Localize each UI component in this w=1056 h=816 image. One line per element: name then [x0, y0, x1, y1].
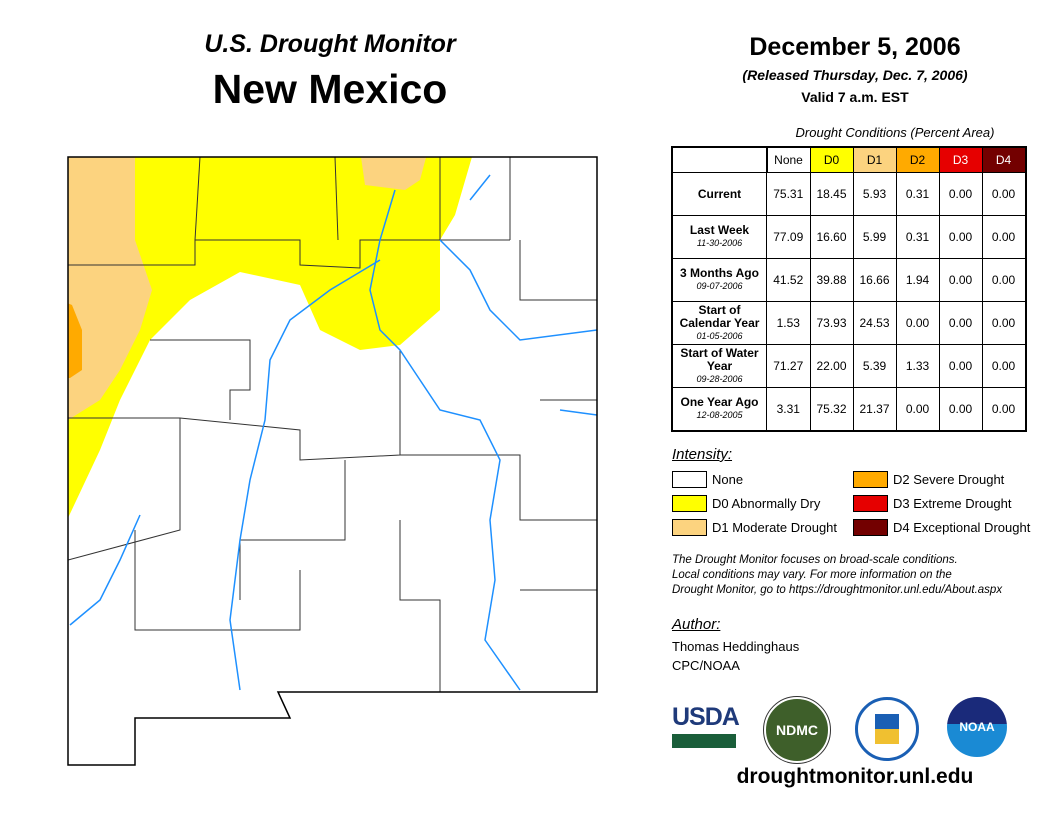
d0-area: [68, 157, 474, 535]
state-title: New Mexico: [212, 66, 448, 112]
table-cell: 73.93: [809, 301, 854, 345]
table-cell: 0.00: [938, 344, 983, 388]
table-cell: 24.53: [852, 301, 897, 345]
table-row: 3 Months Ago 09-07-2006 41.52 39.88 16.66 1.9…: [671, 258, 1026, 302]
row-date: 11-30-2006: [696, 238, 743, 248]
table-cell: 0.00: [938, 258, 983, 302]
table-cell: 0.00: [981, 301, 1026, 345]
table-cell: 21.37: [852, 387, 897, 432]
table-cell: 0.31: [895, 215, 940, 259]
map-date: December 5, 2006: [749, 33, 961, 61]
legend-swatch: [672, 471, 707, 488]
col-none: None: [766, 146, 811, 173]
row-label: Start of Water Year 09-28-2006: [671, 344, 767, 388]
table-cell: 0.00: [981, 387, 1026, 432]
table-cell: 71.27: [766, 344, 811, 388]
table-cell: 75.31: [766, 172, 811, 216]
county-lines: [68, 157, 597, 692]
table-cell: 3.31: [766, 387, 811, 432]
table-cell: 0.00: [938, 387, 983, 432]
table-caption: Drought Conditions (Percent Area): [795, 125, 995, 140]
legend-swatch: [672, 495, 707, 512]
table-cell: 5.39: [852, 344, 897, 388]
table-cell: 5.99: [852, 215, 897, 259]
table-cell: 0.00: [981, 215, 1026, 259]
author-org: CPC/NOAA: [672, 658, 740, 673]
conditions-table: None D0 D1 D2 D3 D4 Current 75.31 18.45 5.9…: [671, 146, 1027, 432]
table-cell: 18.45: [809, 172, 854, 216]
table-cell: 0.00: [938, 301, 983, 345]
table-cell: 22.00: [809, 344, 854, 388]
table-cell: 5.93: [852, 172, 897, 216]
table-row: One Year Ago 12-08-2005 3.31 75.32 21.37 0.00…: [671, 387, 1026, 432]
legend-item: D2 Severe Drought: [853, 471, 1004, 488]
note-line: Drought Monitor, go to https://droughtmo…: [672, 584, 1003, 596]
rivers: [69, 174, 597, 691]
col-d0: D0: [809, 146, 854, 173]
col-d4: D4: [981, 146, 1026, 173]
d1-area: [68, 157, 152, 425]
legend-swatch: [853, 519, 888, 536]
monitor-title: U.S. Drought Monitor: [204, 30, 456, 58]
row-date: 09-07-2006: [696, 281, 743, 291]
legend-swatch: [853, 495, 888, 512]
usda-logo: USDA: [672, 703, 740, 748]
table-cell: 1.53: [766, 301, 811, 345]
table-cell: 41.52: [766, 258, 811, 302]
release-date: (Released Thursday, Dec. 7, 2006): [742, 67, 968, 83]
row-label: Last Week 11-30-2006: [671, 215, 767, 259]
table-row: Start of Water Year 09-28-2006 71.27 22.00 5…: [671, 344, 1026, 388]
col-d1: D1: [852, 146, 897, 173]
table-cell: 39.88: [809, 258, 854, 302]
legend-title: Intensity:: [672, 446, 733, 463]
legend-item: None: [672, 471, 743, 488]
legend-item: D3 Extreme Drought: [853, 495, 1012, 512]
author-title: Author:: [672, 616, 721, 633]
table-cell: 16.66: [852, 258, 897, 302]
col-d3: D3: [938, 146, 983, 173]
row-date: 01-05-2006: [696, 330, 743, 341]
row-date: 09-28-2006: [696, 373, 743, 384]
legend-item: D4 Exceptional Drought: [853, 519, 1030, 536]
col-d2: D2: [895, 146, 940, 173]
row-label: One Year Ago 12-08-2005: [671, 387, 767, 432]
legend-item: D0 Abnormally Dry: [672, 495, 820, 512]
website-link[interactable]: droughtmonitor.unl.edu: [736, 765, 974, 788]
commerce-seal-logo: [855, 697, 919, 761]
table-cell: 0.00: [938, 215, 983, 259]
drought-map: [67, 156, 598, 766]
table-cell: 0.00: [981, 172, 1026, 216]
ndmc-logo: NDMC: [763, 696, 831, 764]
table-cell: 16.60: [809, 215, 854, 259]
valid-time: Valid 7 a.m. EST: [801, 89, 909, 105]
row-label: 3 Months Ago 09-07-2006: [671, 258, 767, 302]
table-cell: 75.32: [809, 387, 854, 432]
legend-swatch: [672, 519, 707, 536]
table-cell: 0.00: [895, 387, 940, 432]
table-cell: 0.00: [981, 344, 1026, 388]
d1-area-north: [360, 157, 428, 190]
note-line: The Drought Monitor focuses on broad-sca…: [672, 554, 958, 566]
legend-swatch: [853, 471, 888, 488]
d2-area: [68, 300, 82, 378]
table-cell: 0.31: [895, 172, 940, 216]
table-cell: 77.09: [766, 215, 811, 259]
row-label: Start of Calendar Year 01-05-2006: [671, 301, 767, 345]
row-date: 12-08-2005: [696, 410, 743, 420]
row-label: Current: [671, 172, 767, 216]
table-cell: 0.00: [895, 301, 940, 345]
table-cell: 1.33: [895, 344, 940, 388]
table-cell: 1.94: [895, 258, 940, 302]
note: The Drought Monitor focuses on broad-sca…: [672, 553, 1002, 598]
table-cell: 0.00: [938, 172, 983, 216]
legend-item: D1 Moderate Drought: [672, 519, 837, 536]
state-outline: [67, 156, 598, 766]
table-row: Current 75.31 18.45 5.93 0.31 0.00 0.00: [671, 172, 1026, 216]
table-cell: 0.00: [981, 258, 1026, 302]
note-line: Local conditions may vary. For more info…: [672, 569, 952, 581]
table-row: Last Week 11-30-2006 77.09 16.60 5.99 0.31 0.0…: [671, 215, 1026, 259]
noaa-logo: NOAA: [947, 697, 1007, 757]
author-name: Thomas Heddinghaus: [672, 639, 800, 654]
table-row: Start of Calendar Year 01-05-2006 1.53 73.9…: [671, 301, 1026, 345]
